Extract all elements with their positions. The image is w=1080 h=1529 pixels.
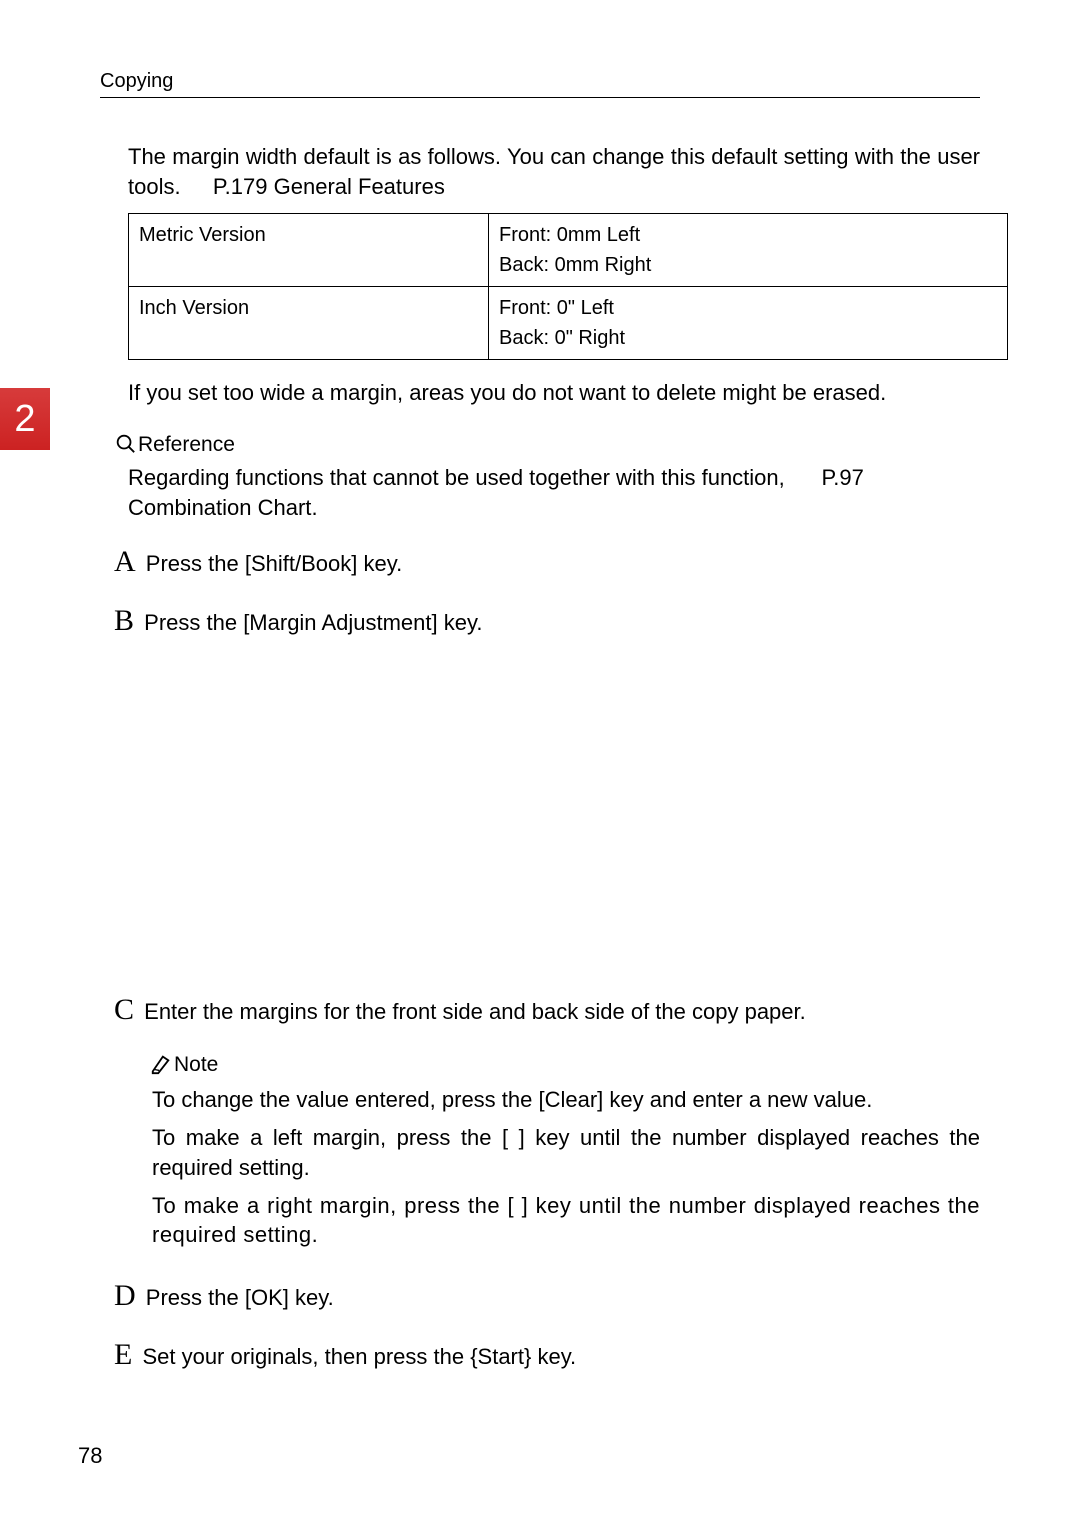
reference-page: P.97 xyxy=(821,465,863,490)
step-letter: E xyxy=(114,1338,132,1371)
note-label: Note xyxy=(174,1053,218,1076)
step-letter: C xyxy=(114,993,134,1026)
reference-icon xyxy=(114,432,136,454)
reference-label: Reference xyxy=(138,433,235,456)
back-value: Back: 0mm Right xyxy=(499,250,997,280)
note-line: To make a left margin, press the [ ] key… xyxy=(152,1123,980,1182)
reference-heading: Reference xyxy=(114,432,980,457)
step-pre: Press the xyxy=(146,551,245,576)
margin-defaults-table: Metric Version Front: 0mm Left Back: 0mm… xyxy=(128,213,1008,360)
step-letter: D xyxy=(114,1279,136,1312)
intro-paragraph: The margin width default is as follows. … xyxy=(128,142,980,201)
step-pre: Press the xyxy=(144,610,243,635)
reference-title: Combination Chart xyxy=(128,495,311,520)
note-line: To make a right margin, press the [ ] ke… xyxy=(152,1191,980,1250)
table-row: Inch Version Front: 0" Left Back: 0" Rig… xyxy=(129,287,1008,360)
figure-placeholder xyxy=(100,640,980,970)
step-text: Enter the margins for the front side and… xyxy=(144,999,806,1024)
step-key: [Shift/Book] xyxy=(245,551,358,576)
step-letter: B xyxy=(114,604,134,637)
step-key: [OK] xyxy=(245,1285,289,1310)
table-row: Metric Version Front: 0mm Left Back: 0mm… xyxy=(129,214,1008,287)
warning-text: If you set too wide a margin, areas you … xyxy=(128,378,980,408)
step-post: key. xyxy=(531,1344,576,1369)
back-value: Back: 0" Right xyxy=(499,323,997,353)
note-line: To change the value entered, press the [… xyxy=(152,1085,980,1115)
page: Copying The margin width default is as f… xyxy=(0,0,1080,1414)
step-d: D Press the [OK] key. xyxy=(114,1276,980,1315)
step-b: B Press the [Margin Adjustment] key. xyxy=(114,601,980,640)
table-cell-values: Front: 0mm Left Back: 0mm Right xyxy=(489,214,1008,287)
step-letter: A xyxy=(114,545,136,578)
page-header: Copying xyxy=(100,70,980,98)
step-pre: Set your originals, then press the xyxy=(142,1344,470,1369)
page-number: 78 xyxy=(78,1443,102,1469)
table-cell-label: Inch Version xyxy=(129,287,489,360)
note-heading: Note xyxy=(150,1053,980,1077)
front-value: Front: 0" Left xyxy=(499,293,997,323)
step-post: key. xyxy=(438,610,483,635)
reference-body: Regarding functions that cannot be used … xyxy=(128,463,980,522)
intro-ref-title: General Features xyxy=(274,174,445,199)
step-post: key. xyxy=(357,551,402,576)
step-c: C Enter the margins for the front side a… xyxy=(114,990,980,1029)
table-cell-label: Metric Version xyxy=(129,214,489,287)
front-value: Front: 0mm Left xyxy=(499,220,997,250)
step-pre: Press the xyxy=(146,1285,245,1310)
step-post: key. xyxy=(289,1285,334,1310)
step-key: [Margin Adjustment] xyxy=(243,610,437,635)
note-icon xyxy=(150,1053,172,1075)
table-cell-values: Front: 0" Left Back: 0" Right xyxy=(489,287,1008,360)
step-key: {Start} xyxy=(470,1344,531,1369)
reference-text: Regarding functions that cannot be used … xyxy=(128,465,785,490)
step-e: E Set your originals, then press the {St… xyxy=(114,1335,980,1374)
step-a: A Press the [Shift/Book] key. xyxy=(114,542,980,581)
intro-ref-page: P.179 xyxy=(213,174,268,199)
